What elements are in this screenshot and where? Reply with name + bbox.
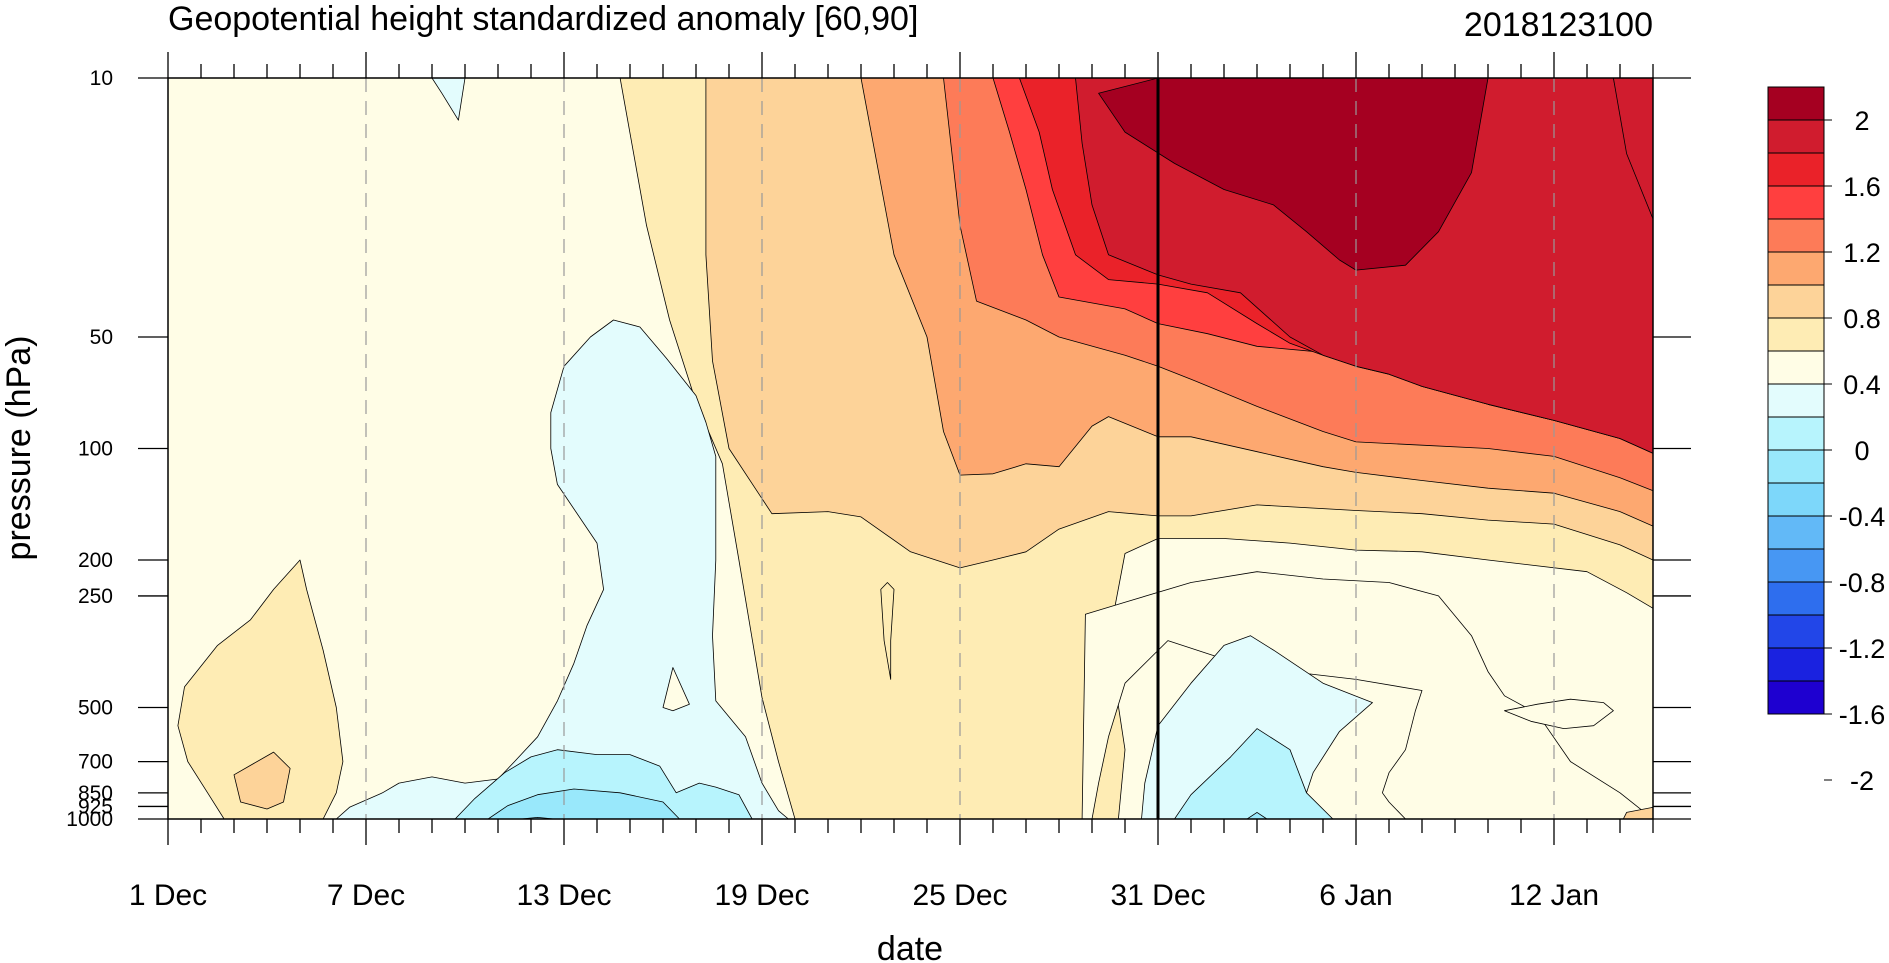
colorbar-swatch: [1767, 152, 1825, 187]
colorbar-label: 2: [1854, 106, 1869, 136]
colorbar-label: 1.2: [1843, 238, 1881, 268]
y-tick-label: 500: [78, 696, 113, 719]
contour-region: [177, 559, 344, 819]
contour-region: [431, 78, 466, 121]
contour-region: [1613, 78, 1653, 220]
contour-region: [1622, 806, 1653, 819]
y-tick-label: 925: [78, 795, 113, 818]
colorbar-swatch: [1767, 515, 1825, 550]
contour-region: [1098, 78, 1489, 271]
date-gridlines: [365, 78, 1555, 819]
y-axis-label: pressure (hPa): [0, 336, 38, 561]
colorbar-swatch: [1767, 185, 1825, 220]
colorbar-label: -1.2: [1839, 634, 1886, 664]
colorbar-swatch: [1767, 647, 1825, 682]
colorbar-swatch: [1767, 416, 1825, 451]
contour-region: [1246, 812, 1268, 819]
colorbar-swatch: [1767, 317, 1825, 352]
x-axis-label: date: [877, 930, 943, 963]
contour-region: [1504, 698, 1614, 729]
chart-title: Geopotential height standardized anomaly…: [168, 0, 918, 38]
y-tick-label: 700: [78, 751, 113, 774]
x-tick-label: 6 Jan: [1319, 879, 1392, 912]
colorbar-swatch: [1767, 548, 1825, 583]
contour-fill-layer: [168, 78, 1653, 819]
colorbar-swatch: [1767, 284, 1825, 319]
colorbar-swatch: [1767, 86, 1825, 121]
contour-region: [1141, 635, 1373, 819]
x-tick-label: 7 Dec: [327, 879, 405, 912]
colorbar: 2 1.6 1.2 0.8 0.4 0 -0.4 -0.8 -1.2 -1.6 -2: [1767, 86, 1886, 796]
y-tick-label: 50: [90, 326, 113, 349]
colorbar-swatch: [1767, 251, 1825, 286]
y-tick-label: 200: [78, 549, 113, 572]
colorbar-label: 1.6: [1843, 172, 1881, 202]
y-tick-label: 850: [78, 782, 113, 805]
contour-region: [233, 751, 291, 810]
colorbar-swatch: [1767, 218, 1825, 253]
colorbar-swatch: [1767, 482, 1825, 517]
contour-region: [1081, 571, 1653, 819]
colorbar-label: 0: [1854, 436, 1869, 466]
x-axis: 1 Dec 7 Dec 13 Dec 19 Dec 25 Dec 31 Dec 6 Jan 1…: [129, 52, 1654, 912]
colorbar-swatch: [1767, 614, 1825, 649]
x-tick-label: 13 Dec: [516, 879, 611, 912]
colorbar-label: 0.4: [1843, 370, 1881, 400]
contour-region: [880, 582, 895, 680]
colorbar-label: 0.8: [1843, 304, 1881, 334]
x-tick-label: 12 Jan: [1509, 879, 1599, 912]
colorbar-label: -2: [1850, 766, 1874, 796]
x-tick-label: 19 Dec: [714, 879, 809, 912]
contour-region: [1174, 728, 1334, 819]
x-tick-label: 1 Dec: [129, 879, 207, 912]
y-tick-label: 250: [78, 585, 113, 608]
colorbar-swatch: [1767, 449, 1825, 484]
colorbar-label: -0.4: [1839, 502, 1886, 532]
y-tick-label: 1000: [66, 808, 113, 831]
contour-region: [487, 788, 680, 819]
colorbar-swatch: [1767, 680, 1825, 715]
colorbar-swatch: [1767, 581, 1825, 616]
colorbar-label: -0.8: [1839, 568, 1886, 598]
colorbar-swatch: [1767, 119, 1825, 154]
colorbar-swatch: [1767, 383, 1825, 418]
colorbar-swatch: [1767, 350, 1825, 385]
contour-region: [662, 667, 690, 712]
colorbar-label: -1.6: [1839, 700, 1886, 730]
x-tick-label: 25 Dec: [912, 879, 1007, 912]
chart-subtitle: 2018123100: [1464, 6, 1653, 44]
y-tick-label: 100: [78, 438, 113, 461]
y-tick-label: 10: [90, 67, 113, 90]
x-tick-label: 31 Dec: [1110, 879, 1205, 912]
